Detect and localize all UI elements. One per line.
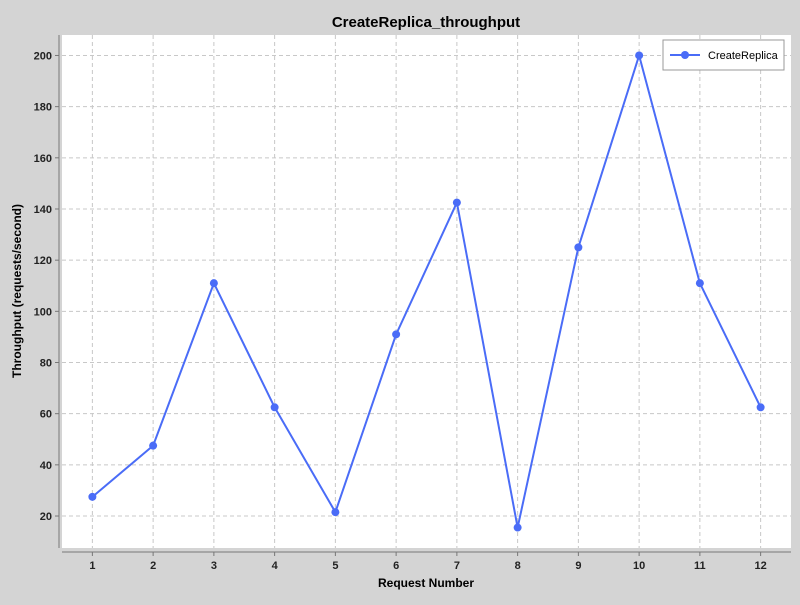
y-tick-label: 180 <box>34 102 52 114</box>
legend-label: CreateReplica <box>708 50 779 62</box>
data-point <box>149 441 158 450</box>
y-tick-label: 80 <box>40 358 52 370</box>
x-tick-label: 10 <box>633 560 645 572</box>
axes: 1 2 3 4 5 6 7 8 9 10 11 122040608010012014016018020… <box>34 35 791 572</box>
data-point <box>513 523 522 532</box>
legend: CreateReplica <box>662 39 785 71</box>
y-tick-label: 200 <box>34 50 52 62</box>
data-point <box>88 492 97 501</box>
x-tick-label: 12 <box>755 560 767 572</box>
legend-marker <box>681 51 689 59</box>
data-point <box>756 403 765 412</box>
x-tick-label: 2 <box>150 560 156 572</box>
x-tick-label: 11 <box>694 560 706 572</box>
data-point <box>452 198 461 207</box>
x-axis-label: Request Number <box>378 576 474 590</box>
series-layer <box>88 51 765 532</box>
x-tick-label: 5 <box>332 560 338 572</box>
y-tick-label: 60 <box>40 409 52 421</box>
y-tick-label: 160 <box>34 153 52 165</box>
data-point <box>574 243 583 252</box>
data-point <box>331 508 340 517</box>
x-tick-label: 6 <box>393 560 399 572</box>
x-tick-label: 8 <box>515 560 521 572</box>
chart-title: CreateReplica_throughput <box>332 14 520 31</box>
x-tick-label: 9 <box>575 560 581 572</box>
y-tick-label: 120 <box>34 255 52 267</box>
data-point <box>695 279 704 288</box>
x-tick-label: 3 <box>211 560 217 572</box>
y-tick-label: 20 <box>40 511 52 523</box>
x-tick-label: 4 <box>272 560 279 572</box>
data-point <box>392 330 401 339</box>
data-point <box>635 51 644 60</box>
y-tick-label: 40 <box>40 460 52 472</box>
data-point <box>270 403 279 412</box>
y-tick-label: 140 <box>34 204 52 216</box>
y-axis-label: Throughput (requests/second) <box>10 204 24 378</box>
plot-area <box>62 35 791 548</box>
y-tick-label: 100 <box>34 306 52 318</box>
series-line-createreplica <box>91 54 762 529</box>
x-tick-label: 7 <box>454 560 460 572</box>
x-tick-label: 1 <box>89 560 95 572</box>
data-point <box>209 279 218 288</box>
